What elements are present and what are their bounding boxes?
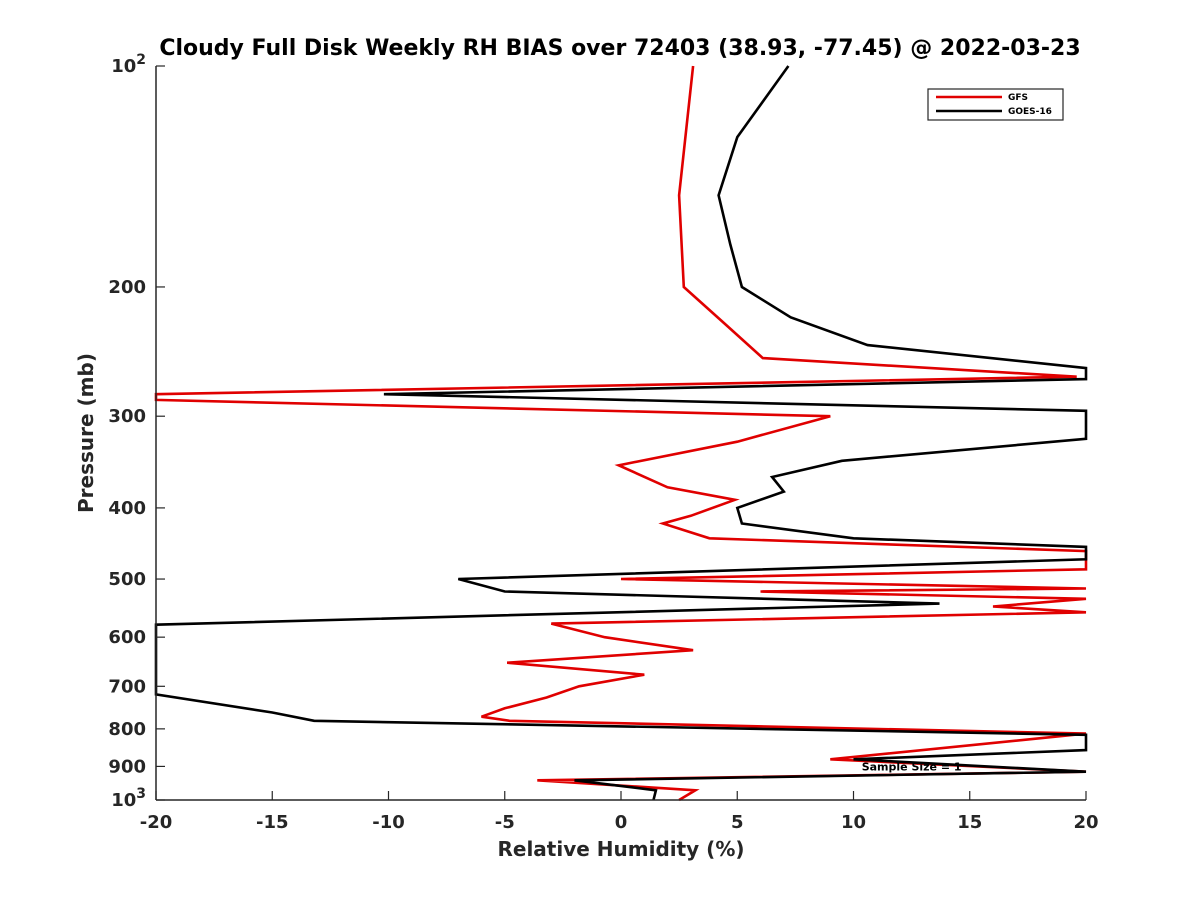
x-tick-label: 5	[731, 812, 744, 833]
y-tick-label: 900	[108, 756, 146, 777]
y-tick-exponent: 3	[136, 786, 146, 802]
y-tick-label: 200	[108, 277, 146, 298]
y-tick-label: 102	[111, 52, 146, 77]
y-tick-label: 600	[108, 627, 146, 648]
y-tick-exponent: 2	[136, 52, 146, 68]
series-line-1	[154, 65, 1088, 801]
y-tick-label: 700	[108, 676, 146, 697]
legend-label-0: GFS	[1008, 93, 1028, 103]
legend: GFS GOES-16	[927, 88, 1064, 121]
y-tick-label: 500	[108, 569, 146, 590]
x-tick-label: -15	[256, 812, 289, 833]
x-axis-label: Relative Humidity (%)	[497, 837, 744, 861]
chart-title: Cloudy Full Disk Weekly RH BIAS over 724…	[159, 36, 1080, 61]
x-tick-label: 15	[957, 812, 982, 833]
y-tick-base: 10	[111, 790, 136, 811]
y-tick-label: 300	[108, 406, 146, 427]
x-tick-label: 10	[841, 812, 866, 833]
y-tick-label: 400	[108, 498, 146, 519]
y-axis-label: Pressure (mb)	[74, 353, 98, 513]
annotation-sample-size: Sample Size = 1	[862, 760, 962, 773]
x-tick-label: 20	[1073, 812, 1098, 833]
y-tick-label: 800	[108, 719, 146, 740]
x-tick-label: -10	[372, 812, 405, 833]
x-tick-label: -5	[495, 812, 515, 833]
legend-label-1: GOES-16	[1008, 107, 1052, 117]
x-tick-label: -20	[140, 812, 173, 833]
y-tick-label: 103	[111, 786, 146, 811]
legend-box	[927, 88, 1064, 121]
x-tick-label: 0	[615, 812, 628, 833]
annotations: Sample Size = 1	[862, 760, 962, 773]
y-tick-base: 10	[111, 56, 136, 77]
x-ticks: -20 -15 -10 -5 0 5 10 15 20	[140, 791, 1099, 833]
plot-area	[156, 66, 1086, 800]
